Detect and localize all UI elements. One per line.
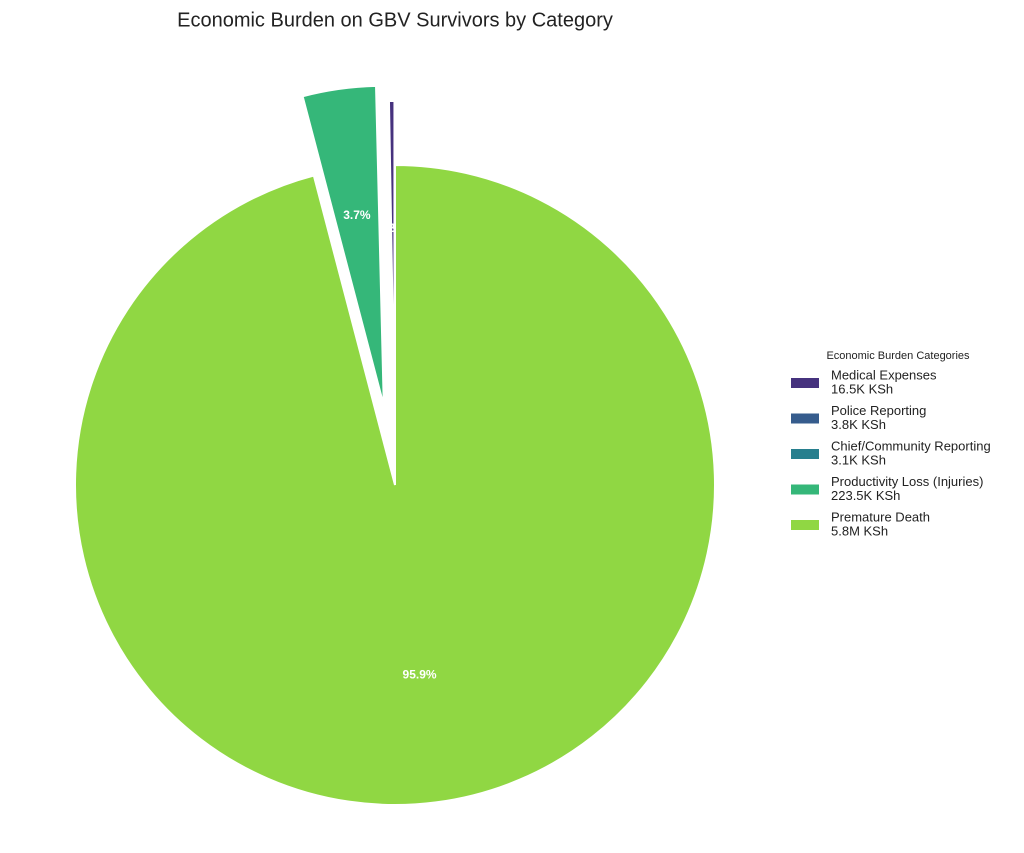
legend-title: Economic Burden Categories — [826, 350, 970, 362]
pie-slice — [384, 100, 395, 422]
legend-value: 3.8K KSh — [831, 417, 886, 432]
legend-label: Productivity Loss (Injuries) — [831, 474, 983, 489]
legend-label: Police Reporting — [831, 403, 926, 418]
legend-value: 5.8M KSh — [831, 523, 888, 538]
legend-swatch — [791, 520, 819, 530]
slice-label: 3.7% — [343, 208, 371, 222]
legend-swatch — [791, 413, 819, 424]
pie-slice — [301, 84, 385, 407]
legend-value: 16.5K KSh — [831, 381, 893, 396]
legend-label: Medical Expenses — [831, 367, 937, 382]
slice-label: 95.9% — [403, 668, 437, 682]
legend-swatch — [791, 378, 819, 388]
legend-value: 3.1K KSh — [831, 452, 886, 467]
legend-swatch — [791, 449, 819, 459]
legend-label: Chief/Community Reporting — [831, 438, 991, 453]
legend-swatch — [791, 484, 819, 495]
chart-title: Economic Burden on GBV Survivors by Cate… — [177, 9, 613, 31]
legend-value: 223.5K KSh — [831, 488, 900, 503]
pie-slice — [74, 163, 716, 806]
legend-label: Premature Death — [831, 509, 930, 524]
